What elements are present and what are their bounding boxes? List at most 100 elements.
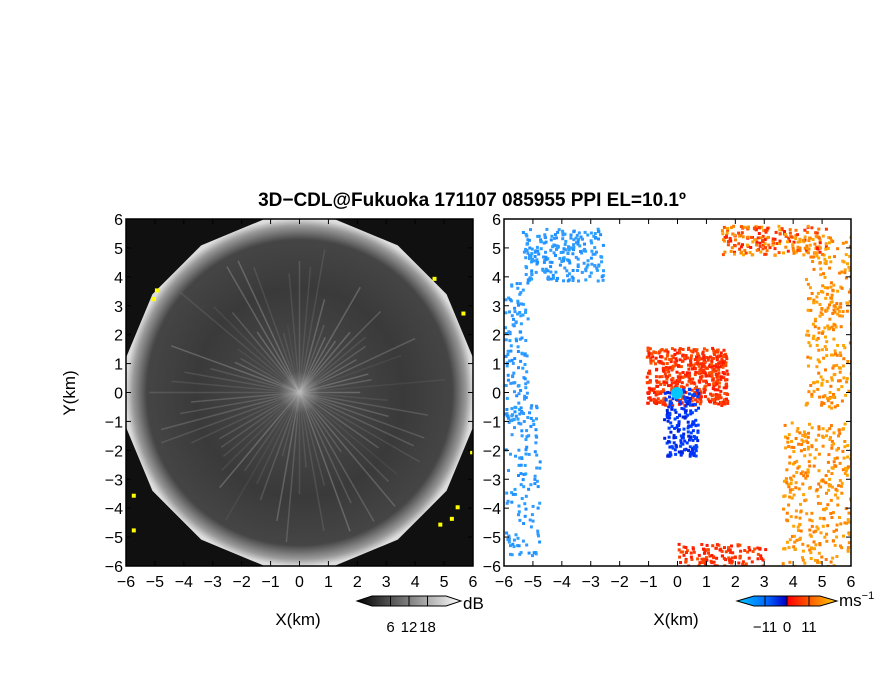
velocity-pixel xyxy=(519,472,523,476)
velocity-pixel xyxy=(825,532,829,536)
velocity-pixel xyxy=(819,560,823,564)
velocity-x-tick-label: −1 xyxy=(639,574,657,591)
velocity-pixel xyxy=(708,374,712,378)
reflectivity-hot-pixel xyxy=(432,276,437,281)
velocity-pixel xyxy=(757,225,761,229)
velocity-pixel xyxy=(788,231,792,235)
velocity-pixel xyxy=(762,229,766,233)
reflectivity-hot-pixel xyxy=(154,288,159,293)
velocity-pixel xyxy=(784,477,788,481)
velocity-pixel xyxy=(525,370,529,374)
velocity-pixel xyxy=(703,365,707,369)
velocity-pixel xyxy=(761,247,765,251)
velocity-pixel xyxy=(666,454,670,458)
velocity-pixel xyxy=(561,250,565,254)
velocity-pixel xyxy=(720,549,724,553)
velocity-pixel xyxy=(674,384,678,388)
reflectivity-ray xyxy=(299,345,367,394)
velocity-pixel xyxy=(562,247,566,251)
velocity-pixel xyxy=(672,441,676,445)
reflectivity-ray xyxy=(298,266,312,393)
velocity-pixel xyxy=(801,238,805,242)
velocity-pixel xyxy=(840,491,844,495)
reflectivity-ray xyxy=(299,379,445,394)
velocity-pixel xyxy=(514,492,517,496)
velocity-pixel xyxy=(549,277,553,281)
velocity-pixel xyxy=(748,548,752,552)
velocity-pixel xyxy=(772,241,775,245)
velocity-pixel xyxy=(834,352,837,356)
velocity-pixel xyxy=(588,274,592,278)
velocity-x-tick-label: 3 xyxy=(760,574,769,591)
reflectivity-ray xyxy=(298,392,396,507)
velocity-pixel xyxy=(796,233,800,237)
velocity-pixel xyxy=(518,412,522,416)
velocity-pixel xyxy=(794,228,798,232)
velocity-pixel xyxy=(669,358,673,362)
velocity-pixel xyxy=(841,310,845,314)
velocity-pixel xyxy=(533,450,537,454)
velocity-pixel xyxy=(798,536,802,540)
velocity-pixel xyxy=(702,369,706,373)
velocity-pixel xyxy=(824,262,828,266)
reflectivity-ray xyxy=(299,391,388,401)
velocity-pixel xyxy=(511,418,515,422)
velocity-pixel xyxy=(837,446,840,450)
velocity-pixel xyxy=(815,247,819,250)
velocity-pixel xyxy=(807,341,811,345)
velocity-colorbar-tick-label: 11 xyxy=(801,619,817,636)
velocity-pixel xyxy=(709,400,712,404)
velocity-pixel xyxy=(823,535,827,539)
velocity-pixel xyxy=(838,370,842,374)
velocity-pixel xyxy=(517,474,520,477)
velocity-pixel xyxy=(764,228,768,232)
velocity-pixel xyxy=(507,296,511,300)
velocity-pixel xyxy=(578,244,582,248)
velocity-pixel xyxy=(557,228,561,232)
velocity-pixel xyxy=(676,375,680,379)
reflectivity-ray xyxy=(299,391,379,449)
velocity-pixel xyxy=(784,435,787,439)
velocity-pixel xyxy=(697,564,701,566)
velocity-pixel xyxy=(810,511,814,515)
velocity-pixel xyxy=(719,389,723,393)
velocity-pixel xyxy=(669,391,673,395)
velocity-pixel xyxy=(835,456,839,460)
velocity-pixel xyxy=(507,536,511,540)
velocity-pixel xyxy=(834,493,837,497)
velocity-pixel xyxy=(525,242,529,246)
velocity-pixel xyxy=(649,356,653,360)
velocity-pixel xyxy=(527,551,531,555)
velocity-pixel xyxy=(717,381,721,385)
velocity-pixel xyxy=(646,401,650,405)
velocity-pixel xyxy=(803,454,807,458)
reflectivity-ray xyxy=(179,391,300,415)
velocity-pixel xyxy=(753,238,757,242)
velocity-pixel xyxy=(650,352,654,356)
velocity-pixel xyxy=(796,466,800,470)
reflectivity-y-tick-label: 4 xyxy=(114,270,123,287)
velocity-pixel xyxy=(514,414,518,418)
velocity-pixel xyxy=(796,427,800,430)
velocity-pixel xyxy=(676,382,679,386)
velocity-pixel xyxy=(647,396,651,400)
velocity-pixel xyxy=(675,416,679,419)
velocity-pixel xyxy=(694,449,698,453)
velocity-pixel xyxy=(828,438,832,441)
reflectivity-x-tick-label: −1 xyxy=(261,574,279,591)
velocity-pixel xyxy=(725,384,729,388)
velocity-pixel xyxy=(538,501,542,505)
velocity-pixel xyxy=(824,507,828,510)
velocity-pixel xyxy=(530,247,534,251)
velocity-pixel xyxy=(725,397,728,401)
velocity-pixel xyxy=(689,424,693,428)
velocity-pixel xyxy=(829,436,832,439)
velocity-pixel xyxy=(778,242,781,245)
velocity-pixel xyxy=(561,233,565,237)
reflectivity-colorbar: 6 12 18 dB xyxy=(355,594,484,636)
velocity-pixel xyxy=(808,548,812,552)
velocity-pixel xyxy=(819,311,823,315)
velocity-pixel xyxy=(700,371,704,375)
velocity-pixel xyxy=(817,433,821,437)
